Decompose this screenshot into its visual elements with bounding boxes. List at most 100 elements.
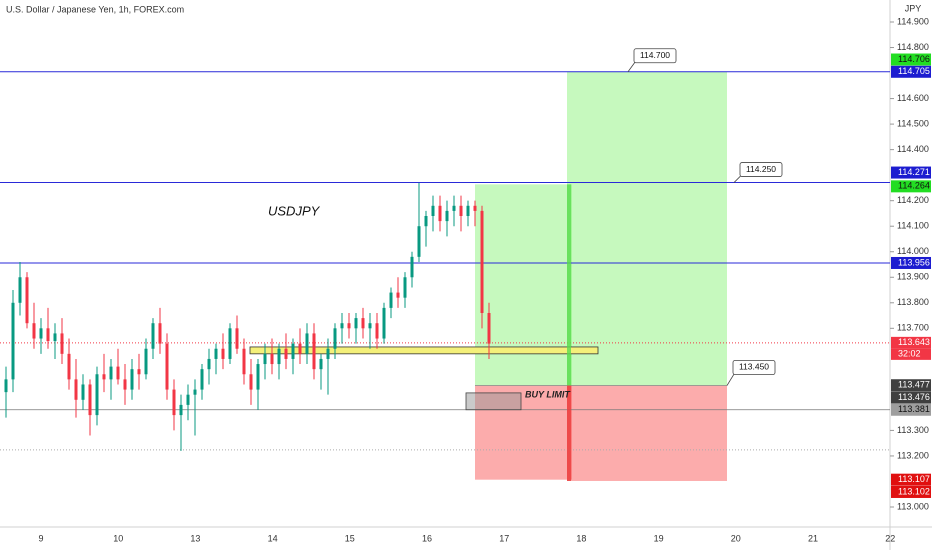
candle-body <box>347 323 351 329</box>
x-tick-label: 22 <box>885 533 895 543</box>
y-tick-label: 114.500 <box>897 118 929 128</box>
y-tick-label: 114.200 <box>897 195 929 205</box>
candle-body <box>424 216 428 227</box>
candle-body <box>361 318 365 329</box>
candle-body <box>249 374 253 390</box>
price-tag <box>891 403 931 416</box>
candle-body <box>88 384 92 416</box>
candle-body <box>151 323 155 349</box>
currency: JPY <box>905 3 922 13</box>
candle-body <box>214 348 218 359</box>
callout-label: 114.700 <box>640 50 670 60</box>
candle-body <box>32 323 36 339</box>
candle-body <box>445 210 449 222</box>
price-tag <box>891 53 931 66</box>
candle-body <box>291 343 295 359</box>
candle-body <box>487 313 491 344</box>
candle-body <box>403 277 407 298</box>
candle-body <box>340 323 344 329</box>
x-tick-label: 14 <box>268 533 278 543</box>
candle-body <box>200 369 204 390</box>
price-tag <box>891 379 931 392</box>
candle-body <box>130 369 134 390</box>
price-tag <box>891 256 931 269</box>
candle-body <box>473 205 477 211</box>
candle-body <box>410 256 414 278</box>
candle-body <box>431 205 435 216</box>
order-box <box>465 392 522 411</box>
candle-body <box>354 318 358 329</box>
candle-body <box>74 379 78 400</box>
candle-body <box>326 348 330 359</box>
price-tag <box>891 180 931 193</box>
price-tag-label: 114.705 <box>898 66 930 76</box>
loss-zone <box>567 385 727 481</box>
candle-body <box>228 328 232 359</box>
candle-body <box>375 323 379 339</box>
price-tag-label: 113.477 <box>898 380 930 390</box>
y-tick-label: 114.900 <box>897 16 929 26</box>
candle-body <box>277 348 281 365</box>
x-tick-label: 21 <box>808 533 818 543</box>
candle-body <box>60 333 64 354</box>
candle-body <box>480 210 484 313</box>
candle-body <box>25 277 29 324</box>
y-tick-label: 113.900 <box>897 272 929 282</box>
y-tick-label: 113.800 <box>897 297 929 307</box>
price-tag <box>891 473 931 486</box>
price-tag-label: 113.107 <box>898 474 930 484</box>
x-tick-label: 13 <box>190 533 200 543</box>
candle-body <box>144 348 148 375</box>
candle-body <box>368 323 372 329</box>
x-tick-label: 19 <box>654 533 664 543</box>
candle-body <box>466 205 470 216</box>
candle-body <box>333 328 337 349</box>
y-tick-label: 114.600 <box>897 93 929 103</box>
callout-leader <box>726 372 736 386</box>
candle-body <box>102 374 106 380</box>
price-tag <box>891 336 931 349</box>
candle-body <box>256 364 260 390</box>
candle-body <box>11 302 15 380</box>
y-tick-label: 113.300 <box>897 425 929 435</box>
y-tick-label: 114.100 <box>897 221 929 231</box>
price-tag-label: 113.643 <box>898 337 930 347</box>
callout-box <box>732 360 776 375</box>
candle-body <box>193 389 197 395</box>
order-label: BUY LIMIT <box>525 389 571 399</box>
callout-label: 113.450 <box>739 362 769 372</box>
x-tick-label: 9 <box>38 533 43 543</box>
candle-body <box>417 226 421 257</box>
candle-body <box>46 328 50 342</box>
candle-body <box>263 353 267 365</box>
support-zone <box>249 346 599 355</box>
x-tick-label: 20 <box>731 533 741 543</box>
candle-body <box>221 348 225 359</box>
candle-body <box>305 333 309 354</box>
candle-body <box>172 389 176 416</box>
y-tick-label: 114.000 <box>897 246 929 256</box>
candle-body <box>158 323 162 344</box>
candle-body <box>382 307 386 339</box>
price-tag-label: 113.381 <box>898 404 930 414</box>
callout-label: 114.250 <box>746 164 776 174</box>
price-tag-label: 114.271 <box>898 167 930 177</box>
candle-body <box>95 374 99 416</box>
y-tick-label: 114.800 <box>897 42 929 52</box>
candle-body <box>207 358 211 370</box>
candle-body <box>235 328 239 349</box>
price-tag-label: 114.264 <box>898 181 930 191</box>
candle-body <box>270 353 274 365</box>
candle-body <box>186 394 190 405</box>
candle-body <box>18 277 22 303</box>
price-tag-label: 113.956 <box>898 257 930 267</box>
x-tick-label: 15 <box>345 533 355 543</box>
candle-body <box>81 384 85 400</box>
price-tag <box>891 391 931 404</box>
candle-body <box>67 353 71 380</box>
candle-body <box>137 369 141 375</box>
candle-body <box>39 328 43 339</box>
candle-body <box>389 292 393 308</box>
